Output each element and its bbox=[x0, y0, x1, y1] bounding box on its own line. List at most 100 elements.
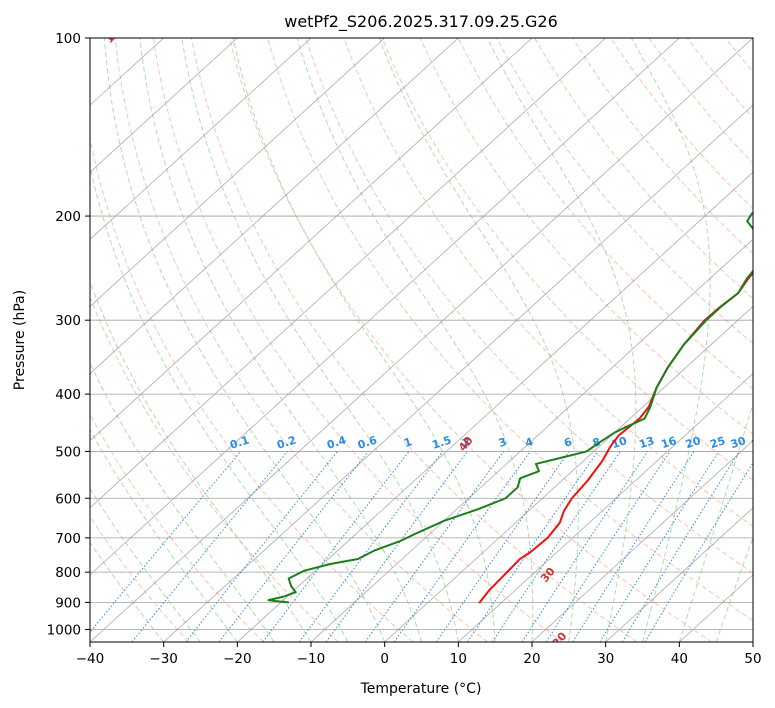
dry-adiabat bbox=[90, 413, 264, 642]
y-tick-label: 800 bbox=[55, 565, 81, 581]
mixing-ratio-label: 3 bbox=[497, 435, 508, 450]
x-tick-label: −20 bbox=[223, 651, 252, 667]
y-tick-label: 700 bbox=[55, 531, 81, 547]
y-tick-label: 1000 bbox=[47, 622, 81, 638]
mixing-ratio-label: 30 bbox=[729, 434, 748, 451]
mixing-ratio-line bbox=[218, 451, 369, 642]
dry-adiabat bbox=[190, 38, 638, 642]
moist-adiabat bbox=[232, 38, 496, 642]
x-tick-label: 20 bbox=[523, 651, 540, 667]
dry-adiabat bbox=[381, 38, 753, 481]
mixing-ratio-label: 0.1 bbox=[228, 433, 251, 451]
mixing-ratio-label: 1.5 bbox=[430, 433, 453, 451]
dry-adiabat bbox=[343, 38, 753, 527]
moist-adiabat bbox=[139, 38, 422, 642]
isotherm bbox=[90, 38, 606, 509]
mixing-ratio-line bbox=[644, 461, 753, 642]
isotherm bbox=[90, 38, 385, 307]
dry-adiabat bbox=[457, 38, 753, 390]
mixing-ratio-line bbox=[521, 451, 649, 642]
mixing-ratio-line bbox=[572, 451, 695, 642]
dry-adiabat bbox=[114, 38, 488, 642]
moist-adiabat bbox=[181, 38, 459, 642]
mixing-ratio-label: 4 bbox=[524, 435, 536, 450]
moist-adiabat bbox=[715, 536, 753, 642]
mixing-ratio-label: 25 bbox=[708, 434, 727, 451]
plot-frame bbox=[89, 37, 754, 643]
isotherm bbox=[384, 305, 753, 642]
mixing-ratio-line bbox=[262, 451, 410, 642]
x-tick-label: 40 bbox=[671, 651, 688, 667]
dry-adiabat bbox=[152, 38, 563, 642]
moist-adiabat bbox=[630, 38, 711, 642]
x-tick-label: −40 bbox=[76, 651, 105, 667]
moist-adiabat bbox=[90, 428, 238, 642]
mixing-ratio-line bbox=[436, 451, 570, 642]
isotherm bbox=[90, 38, 533, 442]
mixing-ratio-label: 1 bbox=[402, 435, 413, 450]
dry-adiabat bbox=[267, 38, 753, 622]
mixing-ratio-label: 0.4 bbox=[325, 433, 348, 451]
y-tick-label: 600 bbox=[55, 491, 81, 507]
dry-adiabat bbox=[305, 38, 753, 574]
isotherm bbox=[90, 38, 459, 375]
isotherm bbox=[310, 238, 753, 642]
x-tick-label: 50 bbox=[744, 651, 761, 667]
moist-adiabat bbox=[90, 164, 349, 642]
mixing-ratio-line bbox=[298, 451, 444, 642]
y-tick-label: 100 bbox=[55, 31, 81, 47]
mixing-ratio-line bbox=[599, 451, 720, 642]
mixing-ratio-label: 16 bbox=[660, 434, 679, 451]
y-tick-label: 300 bbox=[55, 313, 81, 329]
y-tick-label: 200 bbox=[55, 209, 81, 225]
x-axis-label: Temperature (°C) bbox=[360, 681, 482, 697]
mixing-ratio-line bbox=[545, 451, 671, 642]
x-tick-label: 0 bbox=[380, 651, 389, 667]
y-tick-label: 500 bbox=[55, 444, 81, 460]
dry-adiabat bbox=[534, 38, 753, 300]
x-tick-label: 10 bbox=[450, 651, 467, 667]
mixing-ratio-line bbox=[467, 451, 599, 642]
mixing-ratio-label: 8 bbox=[591, 435, 602, 450]
x-tick-label: −30 bbox=[149, 651, 178, 667]
mixing-ratio-label: 6 bbox=[562, 435, 574, 450]
mixing-ratio-line bbox=[621, 451, 740, 642]
mixing-ratio-line bbox=[131, 451, 288, 642]
mixing-ratio-line bbox=[393, 451, 531, 642]
x-tick-label: 30 bbox=[597, 651, 614, 667]
isotherm bbox=[458, 373, 753, 642]
mixing-ratio-line bbox=[325, 451, 468, 642]
y-tick-label: 400 bbox=[55, 387, 81, 403]
moist-adiabat bbox=[486, 38, 637, 642]
isotherm bbox=[90, 38, 238, 173]
mixing-ratio-label: 0.2 bbox=[275, 433, 298, 451]
mixing-ratio-label: 0.6 bbox=[356, 433, 379, 451]
profile-series bbox=[267, 211, 753, 604]
mixing-ratio-label: 36 bbox=[750, 434, 769, 451]
moist-adiabat bbox=[90, 361, 275, 642]
chart-title: wetPf2_S206.2025.317.09.25.G26 bbox=[284, 12, 558, 32]
moist-adiabat bbox=[678, 401, 753, 642]
isotherm bbox=[90, 38, 753, 642]
mixing-ratio-line bbox=[364, 451, 505, 642]
moist-adiabat bbox=[378, 38, 579, 642]
isotherm bbox=[163, 104, 753, 642]
mixing-ratio-label: 10 bbox=[610, 434, 629, 451]
y-axis-label: Pressure (hPa) bbox=[12, 290, 28, 390]
isotherm bbox=[605, 507, 753, 642]
dry-adiabat bbox=[229, 38, 713, 642]
dry-adiabat-label: 10 bbox=[103, 25, 123, 45]
axes: −40 −30 −20 −10 0 10 20 30 40 5010020030040050060… bbox=[47, 31, 762, 667]
isotherm bbox=[237, 171, 753, 642]
mixing-ratio-label: 13 bbox=[637, 434, 656, 451]
mixing-ratio-label: 20 bbox=[684, 434, 703, 451]
moist-adiabat bbox=[296, 38, 534, 642]
mixing-ratio-line bbox=[185, 451, 338, 642]
dewpoint-profile bbox=[267, 211, 753, 604]
dry-adiabat bbox=[495, 38, 753, 345]
y-tick-label: 900 bbox=[55, 595, 81, 611]
line-labels: 0.10.20.40.611.52346810131620253036-100-… bbox=[103, 25, 769, 642]
background-lines bbox=[90, 38, 753, 642]
mixing-ratio-label: 2 bbox=[461, 435, 472, 450]
